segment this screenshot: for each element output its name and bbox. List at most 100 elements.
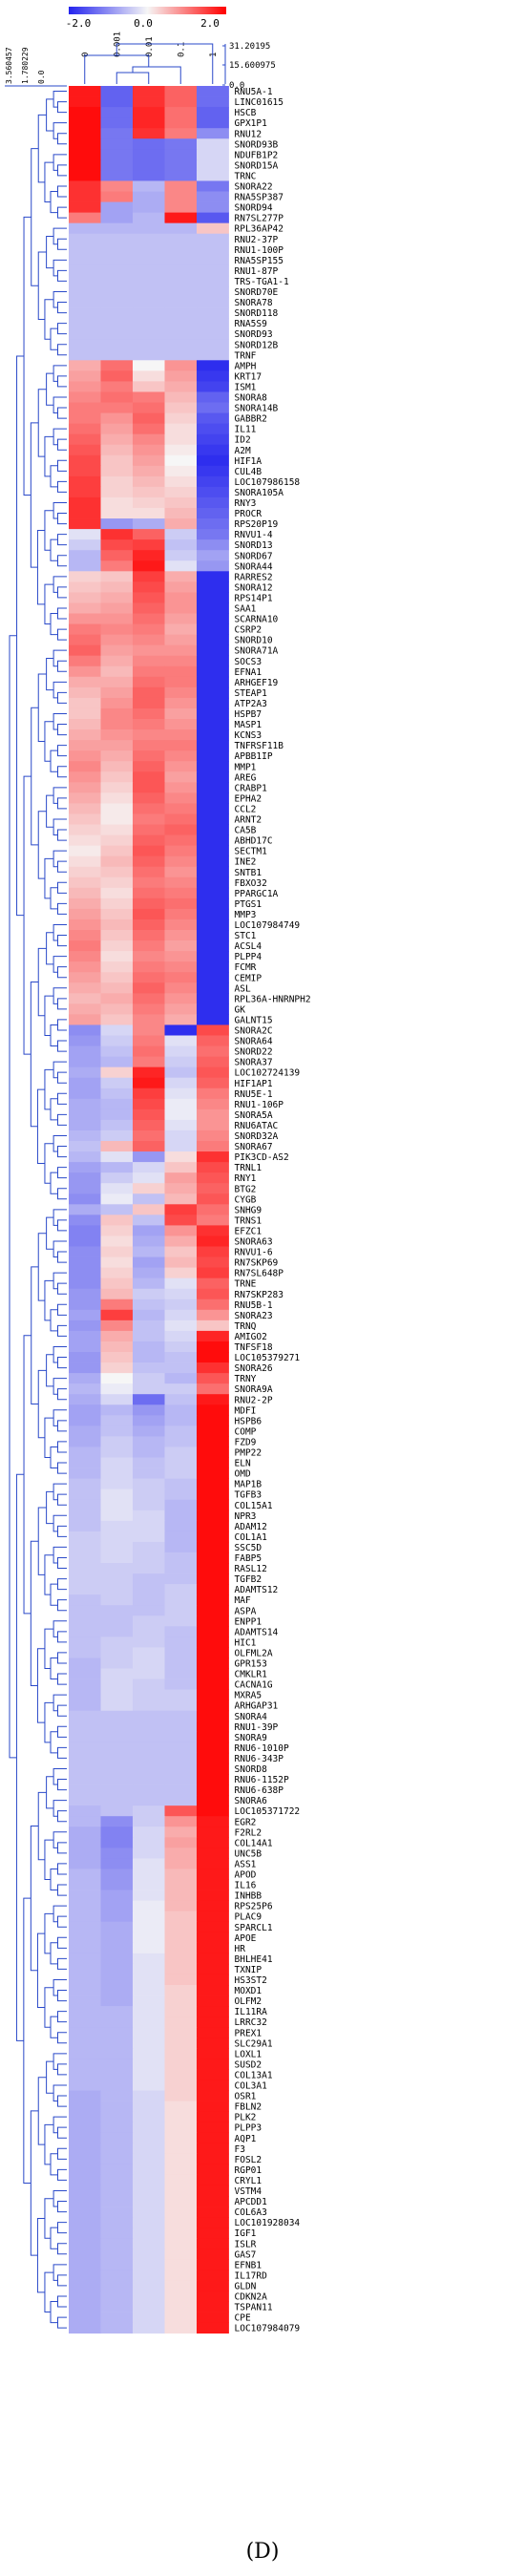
heatmap-cell (69, 1541, 101, 1553)
heatmap-cell (164, 233, 198, 245)
heatmap-cell (69, 2016, 101, 2028)
heatmap-cell (164, 2101, 198, 2112)
heatmap-cell (100, 2101, 134, 2112)
heatmap-cell (100, 1879, 134, 1890)
heatmap-cell (133, 1520, 165, 1532)
row-dendrogram-branch (57, 2126, 67, 2139)
heatmap-cell (164, 1183, 198, 1194)
heatmap-cell (69, 1098, 101, 1110)
heatmap-cell (100, 1320, 134, 1332)
heatmap-cell (164, 191, 198, 202)
heatmap-cell (69, 1974, 101, 1986)
heatmap-cell (133, 222, 165, 235)
heatmap-cells (69, 86, 229, 2334)
heatmap-cell (69, 539, 101, 551)
heatmap-cell (133, 1246, 165, 1257)
row-dendrogram-branch (52, 122, 67, 139)
heatmap-cell (69, 529, 101, 540)
heatmap-cell (133, 1573, 165, 1585)
heatmap-cell (100, 1489, 134, 1501)
heatmap-cell (164, 2027, 198, 2038)
row-label: RNU1-87P (235, 266, 279, 277)
heatmap-cell (69, 86, 101, 97)
heatmap-cell (164, 1963, 198, 1975)
heatmap-cell (100, 391, 134, 403)
heatmap-cell (197, 897, 229, 910)
row-label: HIF1AP1 (235, 1079, 273, 1089)
row-dendrogram-branch (57, 1092, 67, 1105)
heatmap-cell (164, 1700, 198, 1712)
heatmap-cell (69, 1731, 101, 1743)
heatmap-cell (197, 1320, 229, 1332)
heatmap-cell (69, 665, 101, 678)
row-label: SOCS3 (235, 657, 262, 667)
heatmap-cell (69, 222, 101, 235)
heatmap-cell (164, 1151, 198, 1163)
heatmap-cell (197, 86, 229, 97)
heatmap-cell (100, 918, 134, 931)
heatmap-cell (133, 1352, 165, 1363)
heatmap-cell (133, 982, 165, 994)
heatmap-cell (133, 86, 165, 97)
heatmap-cell (100, 1225, 134, 1236)
heatmap-cell (100, 518, 134, 530)
heatmap-cell (100, 993, 134, 1004)
heatmap-cell (100, 1415, 134, 1426)
heatmap-cell (69, 1932, 101, 1944)
heatmap-cell (197, 1499, 229, 1511)
heatmap-cell (164, 412, 198, 424)
row-dendrogram-branch (57, 1957, 67, 1970)
heatmap-cell (133, 264, 165, 277)
row-label: COMP (235, 1426, 257, 1437)
row-dendrogram-branch (57, 1219, 67, 1232)
row-label: LOC102724139 (235, 1068, 301, 1079)
heatmap-cell (69, 2122, 101, 2134)
heatmap-cell (133, 349, 165, 361)
row-dendrogram-branch (52, 428, 67, 446)
row-dendrogram-branch (57, 2243, 67, 2255)
heatmap-cell (100, 697, 134, 709)
heatmap-cell (164, 159, 198, 171)
heatmap-cell (133, 803, 165, 814)
heatmap-cell (197, 1246, 229, 1257)
heatmap-cell (69, 1087, 101, 1100)
row-label: TRNS1 (235, 1215, 262, 1226)
row-dendrogram-branch (52, 1061, 67, 1079)
row-dendrogram-branch (57, 1388, 67, 1401)
heatmap-cell (164, 1330, 198, 1342)
heatmap-cell (133, 1890, 165, 1901)
heatmap-cell (133, 243, 165, 256)
row-dendrogram-branch (57, 2032, 67, 2044)
row-dendrogram-branch (52, 1620, 67, 1637)
heatmap-cell (197, 1594, 229, 1606)
heatmap-cell (69, 592, 101, 603)
heatmap-cell (100, 2143, 134, 2155)
heatmap-cell (69, 740, 101, 751)
row-dendrogram-branch (52, 1209, 67, 1226)
heatmap-cell (164, 2312, 198, 2323)
heatmap-cell (164, 1974, 198, 1986)
heatmap-cell (197, 2080, 229, 2091)
heatmap-cell (164, 1805, 198, 1817)
heatmap-cell (164, 1299, 198, 1311)
row-label: RNU2-37P (235, 235, 279, 245)
row-label: IGF1 (235, 2228, 257, 2239)
heatmap-cell (69, 1193, 101, 1205)
heatmap-cell (133, 454, 165, 467)
row-dendrogram-branch (44, 1987, 54, 2028)
row-label: LOXL1 (235, 2049, 262, 2059)
heatmap-cell (133, 1647, 165, 1658)
heatmap-cell (69, 1172, 101, 1184)
row-dendrogram-branch (44, 857, 54, 899)
row-label: ADAMTS12 (235, 1585, 279, 1595)
heatmap-cell (69, 1373, 101, 1384)
heatmap-cell (133, 508, 165, 519)
heatmap-cell (164, 2291, 198, 2302)
heatmap-cell (133, 2090, 165, 2101)
row-dendrogram-branch (36, 1088, 45, 1164)
heatmap-cell (164, 201, 198, 213)
heatmap-cell (197, 2090, 229, 2101)
heatmap-cell (164, 444, 198, 456)
heatmap-cell (69, 1489, 101, 1501)
heatmap-cell (164, 1848, 198, 1859)
